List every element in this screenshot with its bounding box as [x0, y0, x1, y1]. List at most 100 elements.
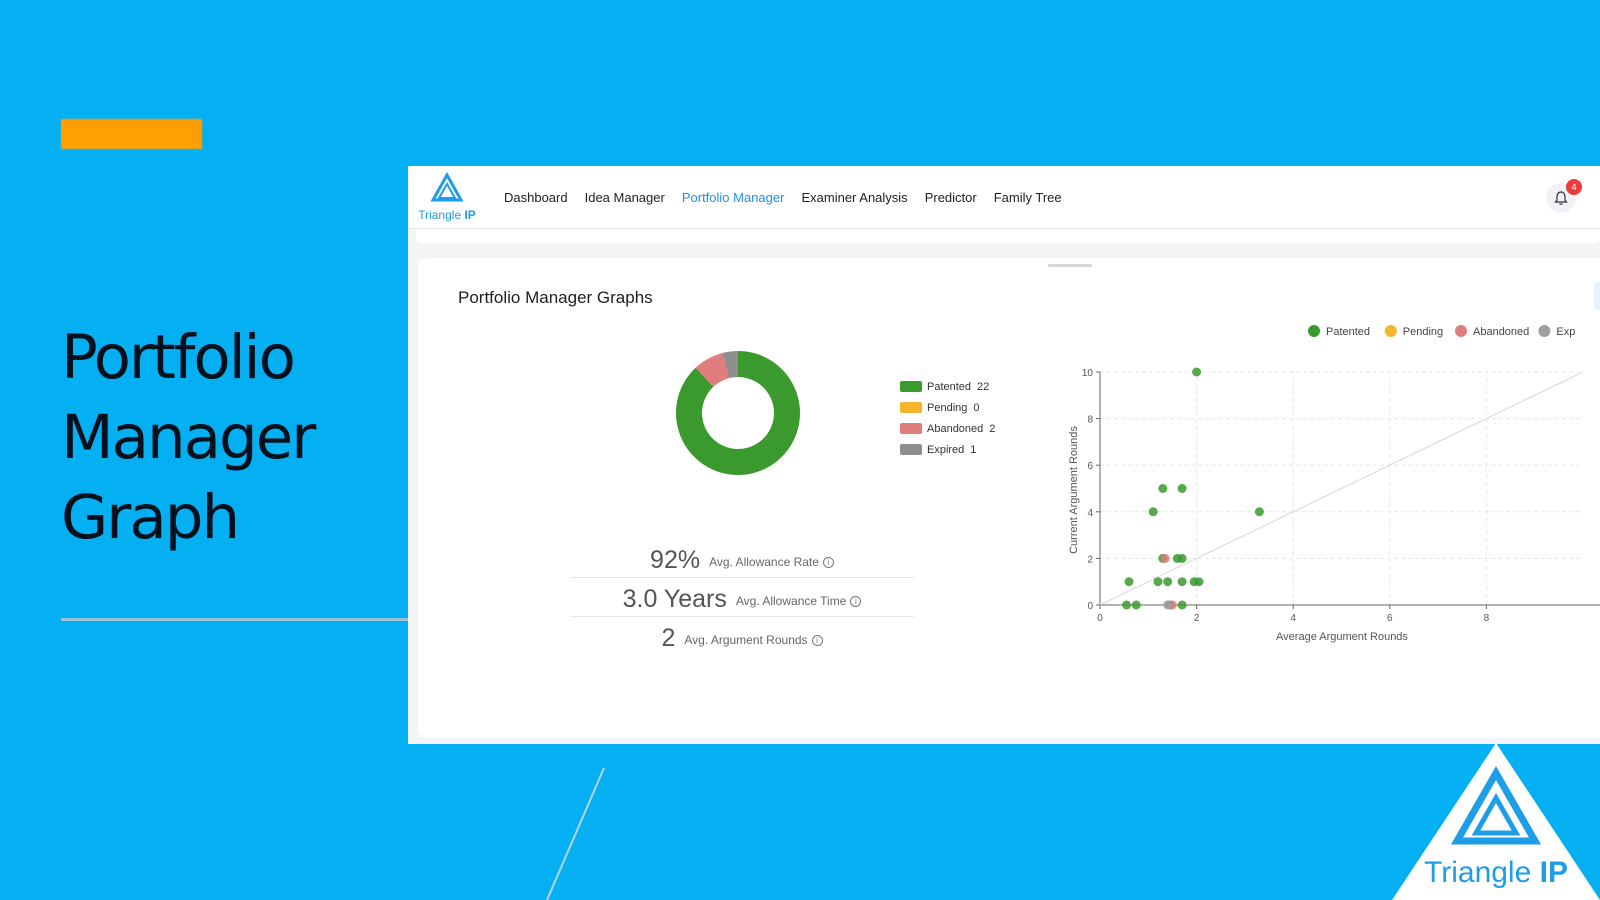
legend-swatch	[900, 444, 922, 455]
logo-text: Triangle IP	[416, 208, 478, 222]
x-tick-label: 4	[1290, 613, 1296, 624]
stat-label: Avg. Allowance Rate	[709, 555, 819, 569]
nav-examiner-analysis[interactable]: Examiner Analysis	[801, 190, 908, 205]
scatter-legend-dot	[1308, 325, 1320, 337]
scatter-point-expired[interactable]	[1163, 600, 1173, 610]
scatter-point-patented[interactable]	[1177, 484, 1187, 493]
legend-item-abandoned[interactable]: Abandoned 2	[900, 418, 995, 439]
scatter-point-patented[interactable]	[1131, 600, 1141, 610]
app-window: Triangle IP Dashboard Idea Manager Portf…	[408, 166, 1600, 744]
y-tick-label: 2	[1087, 554, 1093, 565]
slide-title-line: Portfolio	[61, 322, 296, 393]
info-icon[interactable]: i	[850, 596, 862, 607]
legend-value: 1	[970, 443, 977, 456]
corner-logo-ip: IP	[1540, 856, 1568, 889]
info-icon[interactable]: i	[822, 557, 834, 568]
slide-title: Portfolio Manager Graph	[61, 318, 391, 558]
scatter-legend-label[interactable]: Patented	[1326, 326, 1370, 338]
donut-slice-patented[interactable]	[676, 351, 800, 475]
sub-toolbar-strip	[416, 229, 1600, 243]
y-tick-label: 10	[1082, 368, 1094, 379]
scatter-point-patented[interactable]	[1177, 553, 1187, 563]
card-action-button[interactable]	[1594, 282, 1600, 310]
legend-label: Expired	[927, 443, 965, 456]
x-tick-label: 8	[1484, 613, 1490, 624]
nav-idea-manager[interactable]: Idea Manager	[584, 190, 665, 205]
scatter-point-patented[interactable]	[1163, 577, 1173, 587]
diagonal-reference-line	[1099, 371, 1584, 606]
scatter-point-patented[interactable]	[1177, 600, 1187, 610]
nav-dashboard[interactable]: Dashboard	[504, 190, 568, 205]
donut-legend: Patented 22 Pending 0 Abandoned 2 Expire…	[900, 376, 995, 460]
scatter-point-patented[interactable]	[1177, 577, 1187, 587]
info-icon[interactable]: i	[811, 635, 823, 646]
stat-allowance-rate: 92% Avg. Allowance Rate i	[570, 538, 914, 577]
scatter-legend-label[interactable]: Abandoned	[1473, 326, 1529, 338]
y-tick-label: 8	[1087, 415, 1093, 426]
stat-label: Avg. Allowance Time	[735, 594, 847, 608]
x-axis-title: Average Argument Rounds	[1276, 631, 1408, 643]
nav-predictor[interactable]: Predictor	[924, 190, 977, 205]
y-tick-label: 4	[1087, 508, 1093, 519]
donut-slice-expired[interactable]	[722, 351, 738, 379]
corner-logo-text: Triangle IP	[1424, 856, 1568, 889]
legend-swatch	[900, 402, 922, 413]
y-tick-label: 6	[1087, 461, 1093, 472]
scatter-point-patented[interactable]	[1254, 507, 1264, 517]
x-tick-label: 6	[1387, 613, 1393, 624]
scatter-point-patented[interactable]	[1158, 484, 1168, 493]
scatter-point-patented[interactable]	[1192, 367, 1202, 377]
accent-bar	[61, 119, 202, 149]
stats-panel: 92% Avg. Allowance Rate i 3.0 Years Avg.…	[570, 538, 914, 655]
scatter-legend-label[interactable]: Pending	[1403, 326, 1443, 338]
legend-item-patented[interactable]: Patented 22	[900, 376, 995, 397]
y-axis-title: Current Argument Rounds	[1068, 426, 1080, 554]
x-tick-label: 2	[1194, 613, 1200, 624]
scatter-point-patented[interactable]	[1153, 577, 1163, 587]
logo-text-ip: IP	[464, 208, 476, 222]
scatter-point-patented[interactable]	[1148, 507, 1158, 517]
stat-value: 2	[661, 624, 676, 652]
scatter-legend-dot	[1538, 325, 1551, 337]
legend-value: 0	[973, 401, 980, 414]
argument-rounds-scatter-chart: Patented Pending Abandoned Exp 0 2 4 6 8 10 0 2 4 6 8 A…	[1068, 325, 1600, 643]
legend-item-expired[interactable]: Expired 1	[900, 439, 995, 460]
scatter-point-patented[interactable]	[1194, 577, 1204, 587]
app-logo[interactable]: Triangle IP	[416, 171, 478, 224]
nav-family-tree[interactable]: Family Tree	[993, 190, 1062, 205]
legend-label: Patented	[927, 380, 972, 393]
stat-label: Avg. Argument Rounds	[684, 633, 808, 647]
logo-text-name: Triangle	[418, 208, 465, 222]
stat-value: 92%	[650, 546, 701, 574]
top-navbar: Triangle IP Dashboard Idea Manager Portf…	[408, 166, 1600, 229]
legend-label: Pending	[927, 401, 968, 414]
portfolio-graphs-card: Portfolio Manager Graphs Patented 22 Pen…	[418, 258, 1600, 738]
stat-value: 3.0 Years	[622, 585, 727, 613]
slide-title-line: Manager	[61, 402, 316, 473]
scatter-point-patented[interactable]	[1122, 600, 1132, 610]
scatter-legend-dot	[1384, 325, 1397, 337]
legend-label: Abandoned	[927, 422, 984, 435]
legend-swatch	[900, 423, 922, 434]
corner-logo-name: Triangle	[1424, 856, 1540, 889]
slide-title-line: Graph	[61, 482, 240, 553]
triangle-ip-corner-logo: Triangle IP	[1392, 743, 1600, 900]
scatter-legend-label[interactable]: Exp	[1556, 326, 1575, 338]
bell-icon	[1554, 191, 1568, 205]
nav-menu: Dashboard Idea Manager Portfolio Manager…	[504, 166, 1079, 229]
donut-slice-abandoned[interactable]	[695, 352, 730, 387]
scatter-point-patented[interactable]	[1124, 577, 1134, 587]
legend-item-pending[interactable]: Pending 0	[900, 397, 995, 418]
divider-line	[61, 618, 408, 621]
stat-allowance-time: 3.0 Years Avg. Allowance Time i	[570, 577, 914, 616]
triangle-logo-icon	[430, 171, 464, 202]
drag-handle[interactable]	[1048, 264, 1092, 267]
card-title: Portfolio Manager Graphs	[458, 288, 653, 307]
nav-portfolio-manager[interactable]: Portfolio Manager	[681, 190, 785, 205]
x-tick-label: 0	[1097, 613, 1103, 624]
scatter-point-abandoned[interactable]	[1160, 553, 1170, 563]
status-donut-chart	[676, 351, 800, 475]
legend-swatch	[900, 381, 922, 392]
stat-argument-rounds: 2 Avg. Argument Rounds i	[570, 616, 914, 655]
legend-value: 2	[989, 422, 996, 435]
